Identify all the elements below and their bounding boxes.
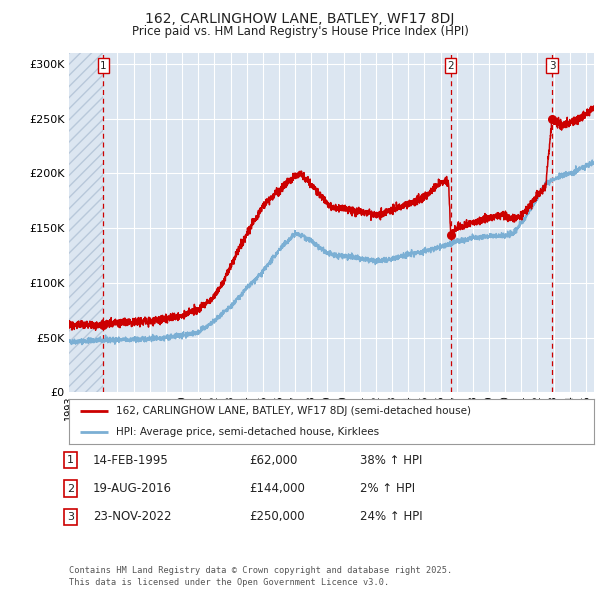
Text: 1: 1 bbox=[100, 61, 107, 71]
Text: 3: 3 bbox=[67, 512, 74, 522]
Text: 2: 2 bbox=[67, 484, 74, 493]
Text: 19-AUG-2016: 19-AUG-2016 bbox=[93, 482, 172, 495]
Text: 3: 3 bbox=[548, 61, 556, 71]
Text: 2: 2 bbox=[448, 61, 454, 71]
Text: HPI: Average price, semi-detached house, Kirklees: HPI: Average price, semi-detached house,… bbox=[116, 427, 379, 437]
Text: £62,000: £62,000 bbox=[249, 454, 298, 467]
Text: Price paid vs. HM Land Registry's House Price Index (HPI): Price paid vs. HM Land Registry's House … bbox=[131, 25, 469, 38]
Text: 162, CARLINGHOW LANE, BATLEY, WF17 8DJ: 162, CARLINGHOW LANE, BATLEY, WF17 8DJ bbox=[145, 12, 455, 26]
Text: £144,000: £144,000 bbox=[249, 482, 305, 495]
Text: 14-FEB-1995: 14-FEB-1995 bbox=[93, 454, 169, 467]
Text: 24% ↑ HPI: 24% ↑ HPI bbox=[360, 510, 422, 523]
Text: 162, CARLINGHOW LANE, BATLEY, WF17 8DJ (semi-detached house): 162, CARLINGHOW LANE, BATLEY, WF17 8DJ (… bbox=[116, 407, 471, 417]
Text: 2% ↑ HPI: 2% ↑ HPI bbox=[360, 482, 415, 495]
Text: 23-NOV-2022: 23-NOV-2022 bbox=[93, 510, 172, 523]
Text: Contains HM Land Registry data © Crown copyright and database right 2025.
This d: Contains HM Land Registry data © Crown c… bbox=[69, 566, 452, 587]
Text: £250,000: £250,000 bbox=[249, 510, 305, 523]
Bar bbox=[69, 53, 103, 392]
Text: 38% ↑ HPI: 38% ↑ HPI bbox=[360, 454, 422, 467]
Text: 1: 1 bbox=[67, 455, 74, 465]
